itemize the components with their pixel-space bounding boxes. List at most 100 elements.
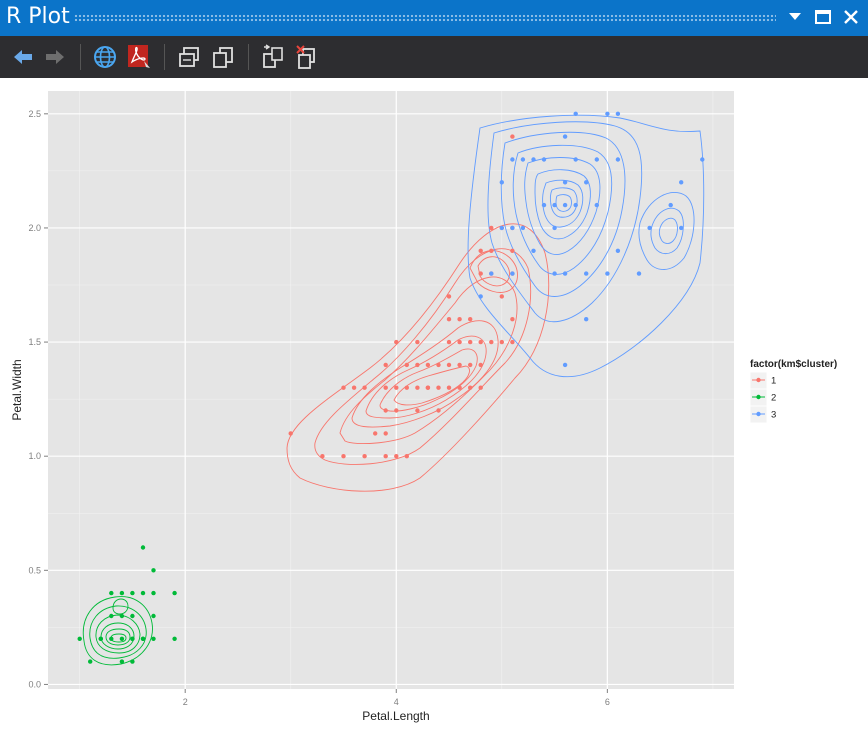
data-point [594,157,599,162]
toolbar-separator [80,44,81,70]
data-point [478,271,483,276]
legend-keys: 1 2 3 [749,371,776,424]
data-point [489,339,494,345]
data-point [130,659,135,664]
data-point [109,590,114,596]
plot-area: 0.0 0.5 1.0 1.5 2.0 2.5 2 4 6 Petal.Length Peta… [0,78,868,728]
data-point [573,202,578,208]
data-point [541,157,547,162]
data-point [130,590,135,596]
data-point [520,157,526,162]
density-contours-cluster-3 [467,114,705,378]
data-point [499,339,504,345]
data-point [341,385,346,390]
legend-key-point [756,377,761,383]
data-point [594,202,599,208]
data-point [584,180,589,185]
data-point [562,134,568,139]
forward-button[interactable] [40,42,70,72]
x-axis-label: Petal.Length [362,709,429,723]
back-button[interactable] [8,42,38,72]
copy-as-bitmap-button[interactable] [174,42,204,72]
copy-metafile-icon [213,47,233,68]
window-menu-button[interactable] [784,6,806,28]
data-point [668,202,673,208]
data-point [130,636,135,641]
data-point [172,590,177,596]
remove-plot-icon [263,44,283,68]
data-point [700,157,705,162]
data-point [383,431,388,436]
series-cluster-2 [77,545,177,664]
data-point [172,636,177,641]
y-tick-label: 2.0 [28,223,41,233]
y-tick-label: 1.5 [28,337,41,347]
x-tick-label: 2 [183,697,188,707]
data-point [436,362,441,368]
y-tick-label: 2.5 [28,109,41,119]
data-point [130,613,135,619]
copy-as-metafile-button[interactable] [208,42,238,72]
series-cluster-1 [288,134,515,459]
data-point [531,248,536,253]
data-point [109,613,114,619]
data-point [510,271,515,276]
data-point [425,362,431,368]
clear-all-plots-button[interactable] [292,42,322,72]
open-browser-button[interactable] [90,42,120,72]
data-point [383,408,388,413]
globe-icon [94,46,116,68]
data-point [584,317,589,322]
data-point [541,202,547,208]
data-point [394,408,399,413]
data-point [562,202,568,208]
y-axis-label: Petal.Width [10,359,24,420]
export-pdf-button[interactable] [124,42,154,72]
y-axis: 0.0 0.5 1.0 1.5 2.0 2.5 [28,109,48,689]
data-point [394,339,399,345]
density-contours-cluster-1 [286,223,550,492]
data-point [77,636,82,641]
data-point [457,362,462,368]
data-point [383,362,388,368]
data-point [119,613,125,619]
data-point [468,317,473,322]
data-point [383,454,388,459]
legend-label: 2 [771,393,776,404]
data-point [373,431,378,436]
window-title-bar[interactable]: R Plot [0,0,868,36]
data-point [468,339,473,345]
plot-toolbar [0,36,868,78]
data-point [478,248,483,253]
data-point [404,362,409,368]
data-point [499,180,504,185]
y-tick-label: 1.0 [28,451,41,461]
data-point [520,225,526,231]
data-point [647,225,652,231]
data-point [615,157,621,162]
data-point [510,248,515,253]
grid-major [48,91,734,689]
maximize-button[interactable] [812,6,834,28]
data-point [457,339,462,345]
data-point [415,385,420,390]
maximize-icon [815,10,831,24]
data-point [552,202,557,208]
data-point [499,294,504,299]
data-point [457,317,462,322]
data-point [425,385,431,390]
arrow-left-icon [14,50,32,64]
data-point [98,636,104,641]
toolbar-separator [248,44,249,70]
data-point [584,271,589,276]
data-point [446,294,452,299]
data-point [288,431,293,436]
data-point [415,408,420,413]
data-point [362,385,367,390]
data-point [320,454,325,459]
data-point [489,271,494,276]
data-point [404,454,409,459]
data-point [499,225,504,231]
close-button[interactable] [840,6,862,28]
clear-plot-button[interactable] [258,42,288,72]
